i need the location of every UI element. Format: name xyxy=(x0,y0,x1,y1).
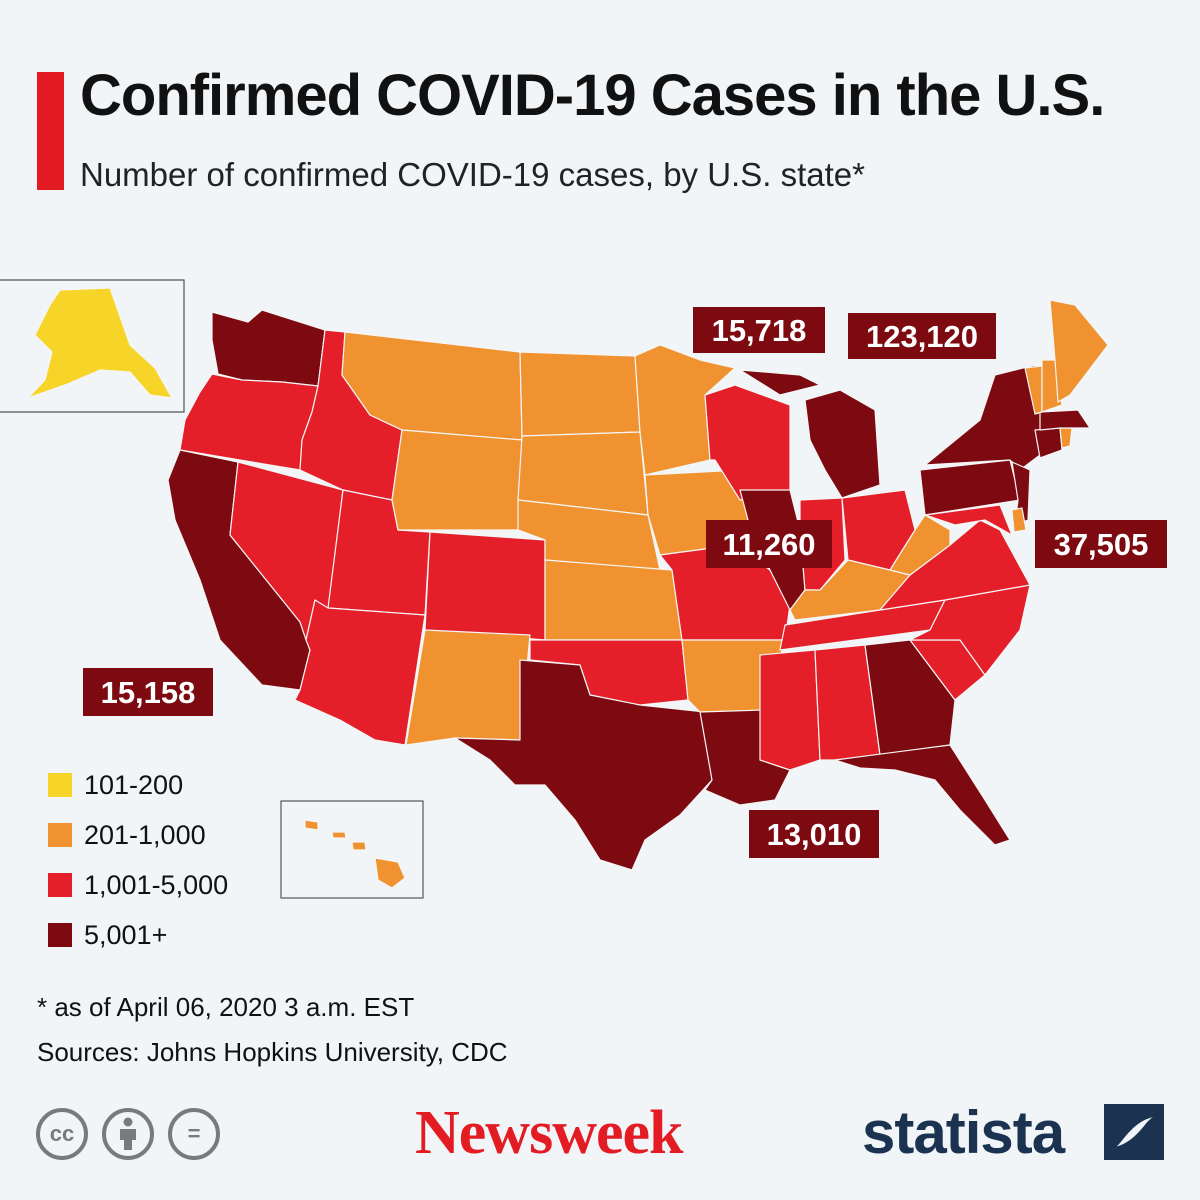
legend-swatch xyxy=(48,923,72,947)
callout-value: 37,505 xyxy=(1054,527,1149,562)
state-ma xyxy=(1039,409,1091,431)
state-ny xyxy=(924,364,1046,471)
state-ga xyxy=(864,639,956,756)
page-title: Confirmed COVID-19 Cases in the U.S. xyxy=(80,63,1105,128)
state-wv xyxy=(889,514,951,576)
state-md xyxy=(924,504,1013,536)
state-me xyxy=(1049,299,1109,403)
callout-il: 11,260 xyxy=(706,520,832,568)
state-de xyxy=(1011,507,1027,533)
callout-box xyxy=(848,313,996,359)
statista-logo: statista xyxy=(862,1099,1065,1166)
legend-label: 1,001-5,000 xyxy=(84,869,229,900)
legend-swatch xyxy=(48,773,72,797)
callout-box xyxy=(83,668,213,716)
callout-box xyxy=(693,307,825,353)
state-ms xyxy=(759,649,821,771)
state-ct xyxy=(1034,427,1063,459)
callout-value: 123,120 xyxy=(866,319,978,354)
newsweek-logo: Newsweek xyxy=(415,1099,683,1167)
callout-value: 11,260 xyxy=(722,527,815,562)
state-az xyxy=(294,599,426,746)
page-subtitle: Number of confirmed COVID-19 cases, by U… xyxy=(80,156,865,193)
state-ks xyxy=(544,559,683,641)
callout-box xyxy=(749,810,879,858)
state-fl xyxy=(834,744,1011,846)
legend-swatch xyxy=(48,873,72,897)
state-tx xyxy=(454,659,713,871)
person-icon xyxy=(120,1117,136,1150)
sources: Sources: Johns Hopkins University, CDC xyxy=(37,1037,508,1067)
callout-value: 13,010 xyxy=(767,817,862,852)
state-va xyxy=(879,519,1031,611)
callout-value: 15,718 xyxy=(712,313,807,348)
callout-box xyxy=(706,520,832,568)
callout-nj: 37,505 xyxy=(1035,520,1167,568)
statista-mark-icon xyxy=(1104,1104,1164,1160)
state-nd xyxy=(519,351,641,437)
license-icons: cc = xyxy=(36,1108,220,1160)
no-derivatives-icon[interactable]: = xyxy=(168,1108,220,1160)
legend-label: 101-200 xyxy=(84,769,184,800)
legend-item-101-200: 101-200 xyxy=(48,760,228,810)
attribution-icon[interactable] xyxy=(102,1108,154,1160)
state-nm xyxy=(405,629,531,746)
legend-swatch xyxy=(48,823,72,847)
legend-item-1001-5000: 1,001-5,000 xyxy=(48,860,228,910)
callout-la: 13,010 xyxy=(749,810,879,858)
footnote: * as of April 06, 2020 3 a.m. EST xyxy=(37,992,415,1022)
alaska-inset-frame xyxy=(0,279,185,413)
legend: 101-200 201-1,000 1,001-5,000 5,001+ xyxy=(48,760,228,960)
callout-box xyxy=(1035,520,1167,568)
state-ak xyxy=(27,287,173,399)
callout-ny: 123,120 xyxy=(848,313,996,359)
callout-ca: 15,158 xyxy=(83,668,213,716)
legend-item-201-1000: 201-1,000 xyxy=(48,810,228,860)
callout-value: 15,158 xyxy=(101,675,196,710)
state-ri xyxy=(1059,427,1073,449)
state-wa xyxy=(211,309,326,387)
state-hi xyxy=(304,819,406,889)
state-wy xyxy=(391,429,523,531)
cc-icon[interactable]: cc xyxy=(36,1108,88,1160)
callout-mi: 15,718 xyxy=(693,307,825,353)
legend-item-5001-plus: 5,001+ xyxy=(48,910,228,960)
hawaii-inset-frame xyxy=(280,800,424,899)
legend-label: 201-1,000 xyxy=(84,819,206,850)
state-co xyxy=(424,531,546,641)
state-mi xyxy=(739,369,881,499)
state-pa xyxy=(919,459,1021,516)
title-accent-bar xyxy=(37,72,64,190)
legend-label: 5,001+ xyxy=(84,919,168,950)
